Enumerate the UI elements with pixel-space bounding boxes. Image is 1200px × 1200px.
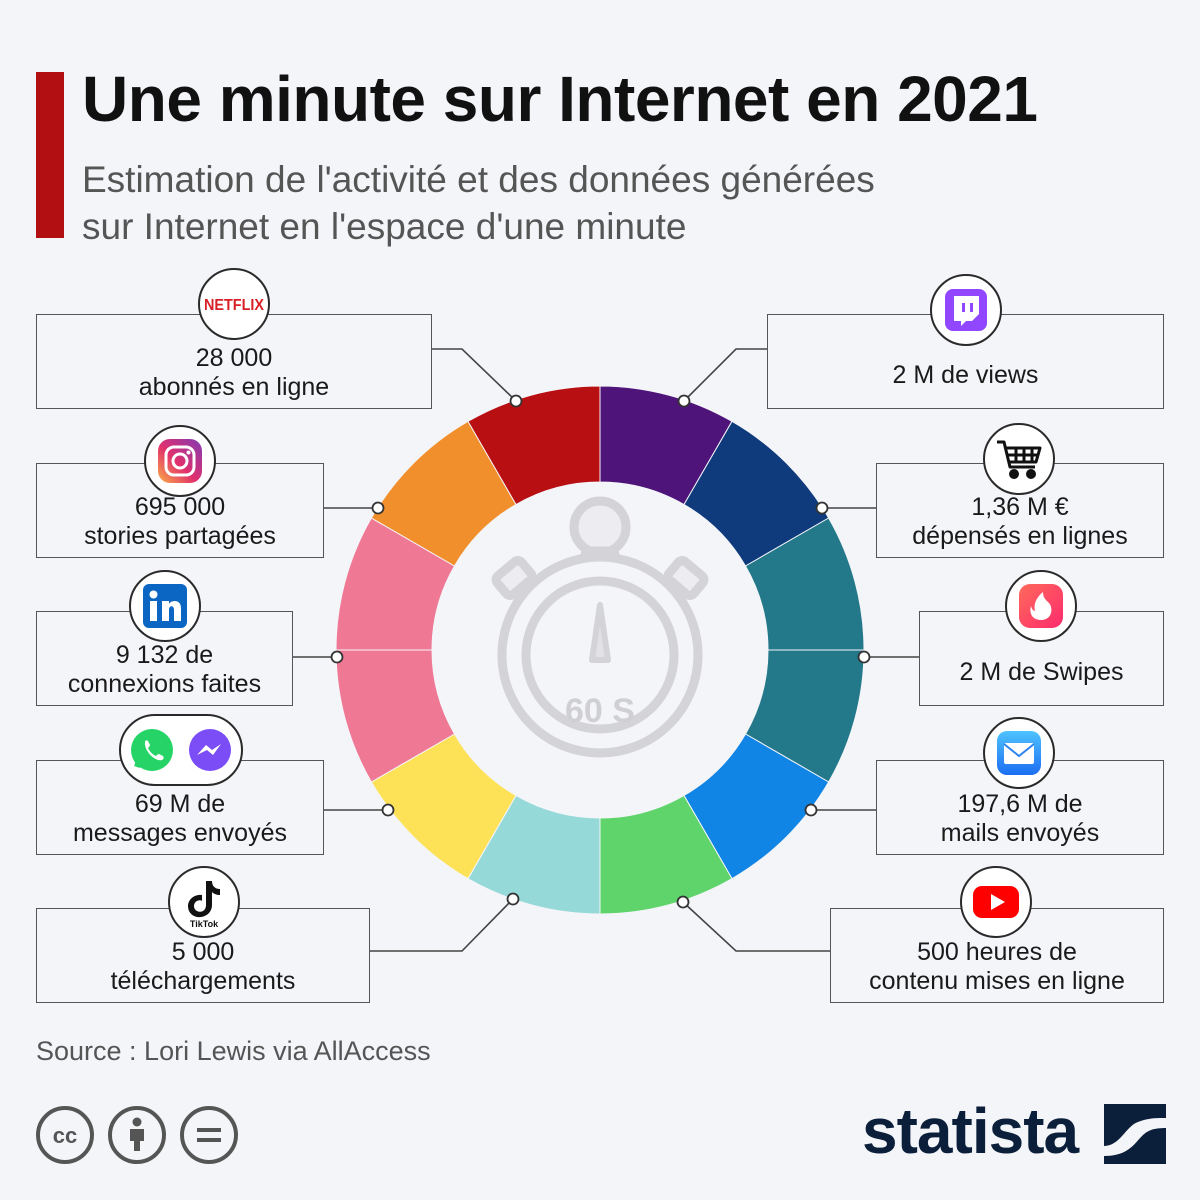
accent-bar [36,72,64,238]
tinder-icon [1005,570,1077,642]
stopwatch-icon [491,496,709,758]
card-youtube-label: contenu mises en ligne [869,967,1125,995]
connector-lines [293,348,919,952]
activity-ring [335,385,865,915]
subtitle-line-1: Estimation de l'activité et des données … [82,159,875,200]
connector-dot-netflix [509,394,523,408]
card-tiktok-label: téléchargements [110,967,296,995]
svg-text:NETFLIX: NETFLIX [204,297,264,314]
connector-dot-twitch [677,394,691,408]
nd-icon [180,1106,238,1164]
connector-dot-mail [804,803,818,817]
card-shopping-label: dépensés en lignes [912,522,1128,550]
card-youtube: 500 heures de contenu mises en ligne [830,908,1164,1003]
linkedin-icon [129,570,201,642]
svg-text:TikTok: TikTok [190,919,219,929]
connector-dot-tinder [857,650,871,664]
svg-text:cc: cc [53,1123,77,1148]
connector-tiktok [370,898,514,952]
by-icon [108,1106,166,1164]
card-linkedin-label: connexions faites [67,670,262,698]
connector-dot-instagram [371,501,385,515]
instagram-icon [144,425,216,497]
twitch-icon [930,274,1002,346]
card-youtube-value: 500 heures de [917,938,1077,966]
card-tinder-value: 2 M de Swipes [959,658,1124,686]
connector-dot-tiktok [506,892,520,906]
subtitle-line-2: sur Internet en l'espace d'une minute [82,206,687,247]
statista-mark-icon [1104,1104,1166,1164]
card-mail-label: mails envoyés [940,819,1100,847]
card-messaging-value: 69 M de [134,790,226,818]
card-messaging-label: messages envoyés [72,819,287,847]
card-instagram-value: 695 000 [134,493,226,521]
mail-icon [983,717,1055,789]
card-linkedin: 9 132 de connexions faites [36,611,293,706]
card-netflix-label: abonnés en ligne [138,373,330,401]
card-twitch-value: 2 M de views [892,361,1039,389]
connector-twitch [683,348,767,402]
netflix-logo: NETFLIX [198,268,270,340]
whatsapp-messenger-icons [119,714,243,786]
connector-dot-shopping [815,501,829,515]
cart-icon [983,423,1055,495]
card-linkedin-value: 9 132 de [115,641,214,669]
connector-dot-messaging [381,803,395,817]
page-subtitle: Estimation de l'activité et des données … [82,156,1082,250]
card-shopping-value: 1,36 M € [971,493,1069,521]
connector-dot-youtube [676,895,690,909]
statista-logo: statista [862,1095,1079,1167]
card-tiktok-value: 5 000 [171,938,235,966]
timer-label: 60 S [565,692,635,730]
source-note: Source : Lori Lewis via AllAccess [36,1036,431,1066]
cc-icon: cc [36,1106,94,1164]
card-instagram-label: stories partagées [84,522,276,550]
card-shopping: 1,36 M € dépensés en lignes [876,463,1164,558]
connector-dot-linkedin [330,650,344,664]
youtube-icon [960,866,1032,938]
connector-netflix [432,348,517,402]
card-mail-value: 197,6 M de [957,790,1083,818]
card-netflix-value: 28 000 [195,344,273,372]
tiktok-icon: TikTok [168,866,240,938]
connector-youtube [682,901,830,952]
card-messaging: 69 M de messages envoyés [36,760,324,855]
page-title: Une minute sur Internet en 2021 [82,63,1038,135]
